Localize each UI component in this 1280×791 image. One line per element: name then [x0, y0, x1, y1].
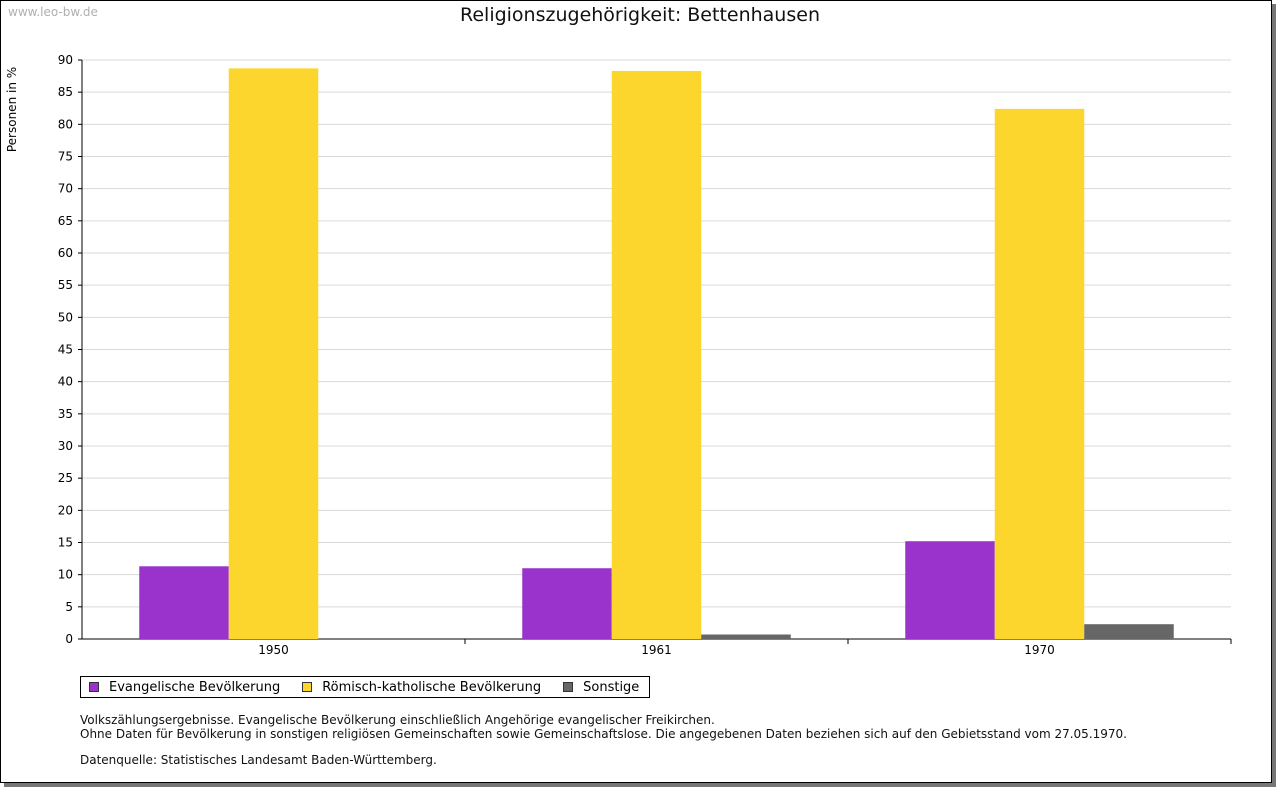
bar — [1084, 624, 1174, 639]
legend-label: Evangelische Bevölkerung — [109, 679, 281, 695]
y-tick-label: 5 — [65, 600, 73, 614]
bar — [994, 108, 1085, 640]
legend-item: Sonstige — [563, 680, 639, 695]
note-line-1: Volkszählungsergebnisse. Evangelische Be… — [80, 713, 715, 727]
y-tick-label: 35 — [58, 407, 73, 421]
bars — [139, 68, 1174, 640]
legend-swatch — [302, 682, 313, 692]
y-tick-label: 25 — [58, 471, 73, 485]
x-tick-label: 1961 — [641, 643, 672, 657]
x-tick-label: 1970 — [1024, 643, 1055, 657]
legend-label: Sonstige — [583, 679, 640, 695]
bar — [522, 568, 612, 639]
bar — [611, 70, 702, 640]
y-tick-label: 70 — [58, 182, 73, 196]
y-tick-label: 60 — [58, 246, 73, 260]
x-tick-label: 1950 — [258, 643, 289, 657]
data-source: Datenquelle: Statistisches Landesamt Bad… — [80, 753, 437, 767]
y-tick-label: 45 — [58, 343, 73, 357]
legend-swatch — [89, 682, 99, 692]
y-tick-label: 75 — [58, 150, 73, 164]
chart-notes: Volkszählungsergebnisse. Evangelische Be… — [80, 713, 1127, 767]
y-tick-label: 65 — [58, 214, 73, 228]
y-tick-label: 40 — [58, 375, 73, 389]
legend-item: Evangelische Bevölkerung — [89, 680, 280, 695]
y-tick-label: 0 — [65, 632, 73, 646]
y-tick-label: 85 — [58, 85, 73, 99]
y-tick-label: 20 — [58, 503, 73, 517]
legend-swatch — [563, 682, 574, 692]
y-tick-label: 90 — [58, 53, 73, 67]
y-tick-label: 10 — [58, 568, 73, 582]
bar — [701, 634, 791, 639]
y-tick-label: 30 — [58, 439, 73, 453]
y-tick-label: 55 — [58, 278, 73, 292]
bar — [905, 541, 995, 639]
bar — [139, 566, 229, 639]
y-tick-label: 50 — [58, 310, 73, 324]
bar — [228, 68, 319, 639]
legend-item: Römisch-katholische Bevölkerung — [302, 680, 541, 695]
y-tick-label: 80 — [58, 117, 73, 131]
chart-title: Religionszugehörigkeit: Bettenhausen — [460, 4, 820, 26]
note-line-2: Ohne Daten für Bevölkerung in sonstigen … — [80, 727, 1127, 741]
y-tick-label: 15 — [58, 536, 73, 550]
watermark: www.leo-bw.de — [8, 5, 98, 19]
legend-label: Römisch-katholische Bevölkerung — [322, 679, 542, 695]
y-axis-label: Personen in % — [5, 67, 19, 152]
axis-labels: 0 5 10 15 20 25 30 35 40 45 50 55 60 65 70 75 80 85 90 Pers… — [5, 53, 1055, 657]
legend: Evangelische Bevölkerung Römisch-katholis… — [80, 676, 651, 698]
